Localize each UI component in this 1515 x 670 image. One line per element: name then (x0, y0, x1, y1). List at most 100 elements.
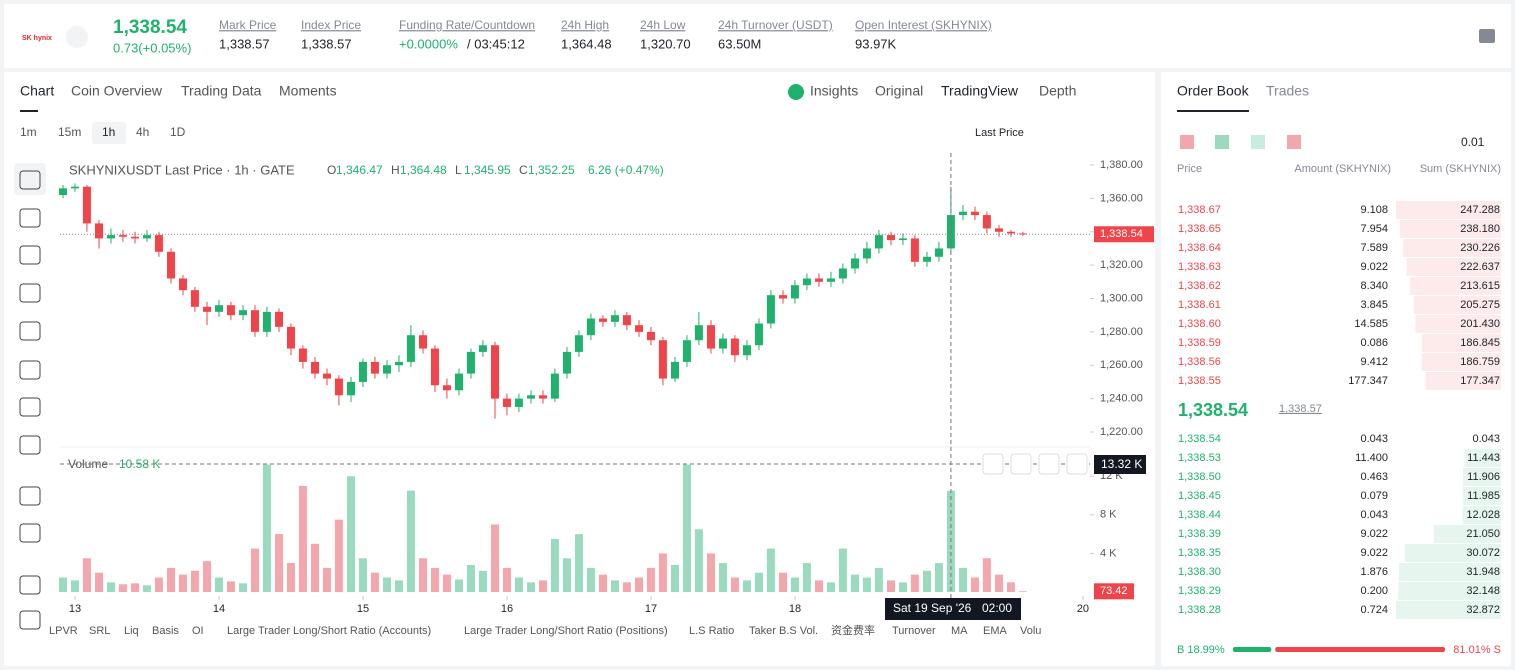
tool-active[interactable] (14, 163, 46, 195)
view-tab[interactable]: Original (875, 83, 923, 99)
tool-icon[interactable] (19, 610, 41, 630)
candle-body (190, 290, 199, 307)
icon[interactable] (1479, 29, 1495, 43)
volume-bar (754, 572, 763, 592)
col: Price (1177, 163, 1202, 175)
tool-icon[interactable] (19, 523, 41, 543)
tool-icon[interactable] (19, 321, 41, 341)
ob-price: 1,338.67 (1178, 204, 1221, 216)
tool-icon[interactable] (19, 486, 41, 506)
tool-icon[interactable] (19, 208, 41, 228)
candle-body (779, 295, 788, 299)
stat-label: 24h Turnover (USDT) (718, 18, 833, 32)
pane-button[interactable] (1066, 453, 1088, 475)
volume-bar (334, 519, 343, 592)
volume-bar (142, 585, 151, 592)
volume-bar (646, 567, 655, 592)
view-tab[interactable]: Depth (1039, 83, 1076, 99)
favorite[interactable] (66, 26, 88, 48)
y-tick-label: 1,260.00 (1100, 359, 1143, 371)
chart-tab[interactable]: Trading Data (181, 83, 262, 99)
volume-bar (718, 563, 727, 592)
candle-body (754, 323, 763, 346)
indicator[interactable]: LPVR (49, 625, 78, 637)
chart-tab[interactable]: Chart (20, 83, 54, 99)
depth-bar (1462, 487, 1501, 505)
indicator[interactable]: Large Trader Long/Short Ratio (Positions… (464, 625, 668, 637)
candle-body (275, 311, 284, 327)
ob-tab[interactable]: Trades (1266, 83, 1309, 99)
interval[interactable]: 1h (102, 125, 115, 139)
volume-bar (622, 582, 631, 592)
candle-body (826, 278, 835, 282)
indicator[interactable]: L.S Ratio (689, 625, 734, 637)
volume-bar (743, 580, 752, 592)
tool-icon[interactable] (19, 170, 41, 190)
indicator[interactable]: Large Trader Long/Short Ratio (Accounts) (227, 625, 431, 637)
tool-icon[interactable] (19, 575, 41, 595)
ob-sum: 21.050 (1466, 528, 1500, 540)
tool-icon[interactable] (19, 397, 41, 417)
volume-bar (815, 580, 824, 592)
ai-icon (788, 84, 804, 100)
pane-button[interactable] (1038, 453, 1060, 475)
price-type[interactable]: Last Price (975, 127, 1024, 139)
candle-body (70, 186, 79, 189)
ob-sum: 177.347 (1460, 375, 1500, 387)
ob-price: 1,338.53 (1178, 452, 1221, 464)
volume-bar (442, 574, 451, 592)
interval[interactable]: 1D (170, 125, 186, 139)
view-tab[interactable]: Insights (810, 83, 858, 99)
x-tick-label: 17 (645, 603, 657, 615)
interval[interactable]: 15m (58, 125, 81, 139)
volume-bar (862, 577, 871, 592)
pane-button[interactable] (982, 453, 1004, 475)
view-tab[interactable]: TradingView (941, 83, 1019, 99)
depth-bar (1398, 582, 1501, 600)
depth-bar (1396, 601, 1501, 619)
chart-tab[interactable]: Moments (279, 83, 337, 99)
volume-bar (694, 529, 703, 592)
indicator[interactable]: Taker B.S Vol. (749, 625, 818, 637)
header-bar (4, 4, 1511, 68)
ob-tab[interactable]: Order Book (1177, 83, 1250, 99)
precision[interactable]: 0.01 (1461, 135, 1485, 149)
ob-view[interactable] (1215, 135, 1229, 149)
chart-tab[interactable]: Coin Overview (71, 83, 163, 99)
indicator[interactable]: EMA (983, 625, 1008, 637)
candle-body (550, 373, 559, 399)
ob-amount: 8.340 (1360, 280, 1388, 292)
interval[interactable]: 1m (20, 125, 37, 139)
depth-bar (1398, 563, 1501, 581)
candle-body (790, 285, 799, 299)
sell-ratio (1275, 647, 1445, 652)
indicator[interactable]: Volu (1020, 625, 1041, 637)
interval[interactable]: 4h (136, 125, 149, 139)
indicator[interactable]: Liq (124, 625, 139, 637)
ohlc-change: 6.26 (+0.47%) (588, 163, 664, 177)
ob-amount: 3.845 (1360, 299, 1388, 311)
candle-body (347, 381, 356, 396)
pane-button[interactable] (1010, 453, 1032, 475)
tool-icon[interactable] (19, 435, 41, 455)
indicator[interactable]: MA (951, 625, 968, 637)
indicator[interactable]: 资金费率 (831, 623, 875, 637)
volume-bar (658, 553, 667, 592)
crosshair-time: 02:00 (982, 601, 1012, 615)
indicator[interactable]: Turnover (892, 625, 936, 637)
indicator[interactable]: Basis (152, 625, 179, 637)
indicator[interactable]: OI (192, 625, 204, 637)
ob-price: 1,338.63 (1178, 261, 1221, 273)
ob-view[interactable] (1180, 135, 1194, 149)
y-tick-label: 1,320.00 (1100, 259, 1143, 271)
tool-icon[interactable] (19, 245, 41, 265)
ob-view[interactable] (1251, 135, 1265, 149)
volume-bar (958, 567, 967, 592)
ob-view[interactable] (1287, 135, 1301, 149)
tool-icon[interactable] (19, 360, 41, 380)
tool-icon[interactable] (19, 283, 41, 303)
indicator[interactable]: SRL (89, 625, 110, 637)
price-tag-bg (1094, 226, 1154, 243)
ob-price: 1,338.44 (1178, 509, 1221, 521)
